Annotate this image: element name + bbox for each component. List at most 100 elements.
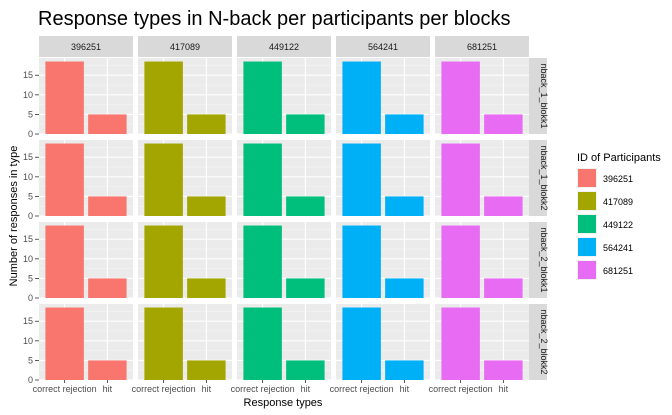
x-tick-label: correct rejection [429, 384, 493, 394]
bar [45, 143, 84, 216]
facet-strip-row [529, 58, 547, 134]
legend-label: 564241 [603, 243, 633, 253]
facet-strip-row [529, 140, 547, 216]
legend-label: 417089 [603, 197, 633, 207]
y-tick-label: 5 [28, 273, 33, 283]
facet-strip-column-label: 396251 [71, 42, 101, 52]
bar [45, 61, 84, 134]
bar [441, 225, 480, 298]
bar [484, 278, 523, 298]
x-tick-label: hit [103, 384, 113, 394]
bar [441, 143, 480, 216]
facet-strip-row-label: nback_1_blokk1 [539, 63, 549, 128]
bar [187, 278, 226, 298]
x-tick-label: correct rejection [132, 384, 196, 394]
bar [45, 307, 84, 380]
x-tick-label: hit [301, 384, 311, 394]
facet-strip-column-label: 681251 [467, 42, 497, 52]
bar [88, 114, 127, 134]
legend-swatch [578, 238, 596, 256]
bar [385, 278, 424, 298]
y-tick-label: 15 [23, 70, 33, 80]
bar [342, 225, 381, 298]
y-axis-title: Number of responses in type [8, 146, 20, 287]
facet-strip-column [138, 36, 232, 57]
facet-strip-column [39, 36, 133, 57]
y-tick-label: 10 [23, 336, 33, 346]
legend-label: 449122 [603, 220, 633, 230]
bar [88, 278, 127, 298]
legend-label: 396251 [603, 174, 633, 184]
legend-swatch [578, 215, 596, 233]
bar [484, 360, 523, 380]
facet-strip-column [336, 36, 430, 57]
legend-title: ID of Participants [577, 152, 661, 164]
facet-strip-row [529, 222, 547, 298]
y-tick-label: 5 [28, 191, 33, 201]
x-axis-title: Response types [244, 397, 323, 409]
bar [441, 307, 480, 380]
bar [144, 61, 183, 134]
legend-label: 681251 [603, 266, 633, 276]
facet-strip-row-label: nback_2_blokk2 [539, 309, 549, 374]
facet-strip-row-label: nback_1_blokk2 [539, 145, 549, 210]
facet-strip-column-label: 449122 [269, 42, 299, 52]
y-tick-label: 0 [28, 375, 33, 385]
bar [342, 143, 381, 216]
bar [144, 225, 183, 298]
bar [385, 114, 424, 134]
y-tick-label: 5 [28, 355, 33, 365]
facet-strip-column [237, 36, 331, 57]
bar [243, 225, 282, 298]
bar [144, 143, 183, 216]
bar [385, 360, 424, 380]
bar [243, 307, 282, 380]
bar [484, 114, 523, 134]
y-tick-label: 10 [23, 90, 33, 100]
bar [45, 225, 84, 298]
facet-strip-row-label: nback_2_blokk1 [539, 227, 549, 292]
y-tick-label: 10 [23, 172, 33, 182]
bar [243, 143, 282, 216]
facet-strip-row [529, 304, 547, 380]
legend: ID of Participants 396251 417089 449122 564… [577, 152, 661, 280]
x-tick-label: hit [202, 384, 212, 394]
bar [144, 307, 183, 380]
bar [286, 278, 325, 298]
bar [441, 61, 480, 134]
bar [88, 360, 127, 380]
y-tick-label: 10 [23, 254, 33, 264]
y-tick-label: 15 [23, 316, 33, 326]
bar [342, 61, 381, 134]
x-tick-label: hit [499, 384, 509, 394]
x-tick-label: correct rejection [330, 384, 394, 394]
y-tick-label: 0 [28, 211, 33, 221]
bar [243, 61, 282, 134]
bar [484, 196, 523, 216]
bar [286, 196, 325, 216]
bar [187, 196, 226, 216]
legend-swatch [578, 192, 596, 210]
facet-strip-column-label: 564241 [368, 42, 398, 52]
y-tick-label: 0 [28, 293, 33, 303]
bar [385, 196, 424, 216]
facet-grid: 396251 417089 449122 564241 681251 nback_1_bl… [23, 36, 549, 394]
bar [88, 196, 127, 216]
chart-title: Response types in N-back per participant… [38, 8, 510, 30]
x-tick-label: correct rejection [33, 384, 97, 394]
legend-swatch [578, 169, 596, 187]
y-tick-label: 15 [23, 234, 33, 244]
bar [286, 114, 325, 134]
bar [342, 307, 381, 380]
facet-strip-column-label: 417089 [170, 42, 200, 52]
y-tick-label: 15 [23, 152, 33, 162]
bar [187, 114, 226, 134]
y-tick-label: 0 [28, 129, 33, 139]
bar [286, 360, 325, 380]
x-tick-label: hit [400, 384, 410, 394]
legend-swatch [578, 261, 596, 279]
x-tick-label: correct rejection [231, 384, 295, 394]
bar [187, 360, 226, 380]
facet-strip-column [435, 36, 529, 57]
